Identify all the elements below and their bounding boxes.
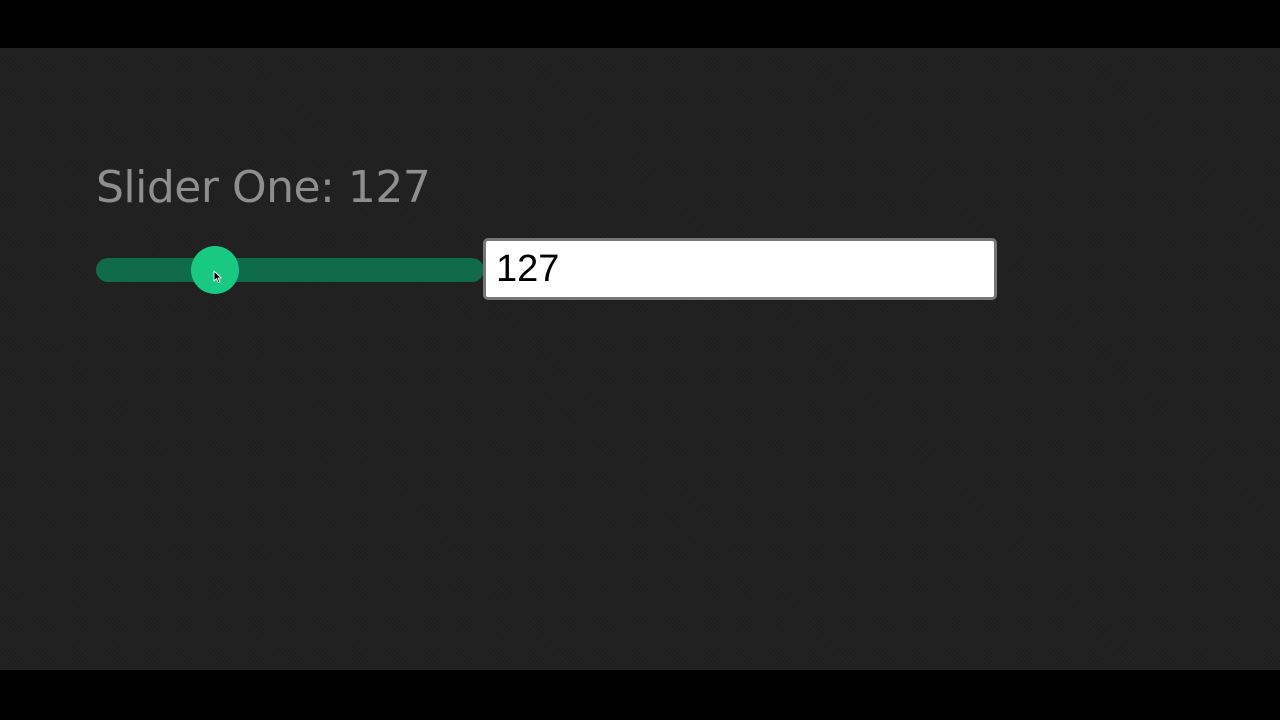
slider-one-thumb[interactable]: [190, 246, 239, 294]
slider-one-label: Slider One: 127: [96, 162, 431, 213]
letterbox-bottom: [0, 670, 1280, 720]
page-content: Slider One: 127: [0, 48, 1280, 670]
slider-one[interactable]: [96, 246, 484, 294]
slider-one-track[interactable]: [96, 258, 484, 282]
letterbox-top: [0, 0, 1280, 48]
slider-one-value-input[interactable]: [483, 238, 997, 300]
